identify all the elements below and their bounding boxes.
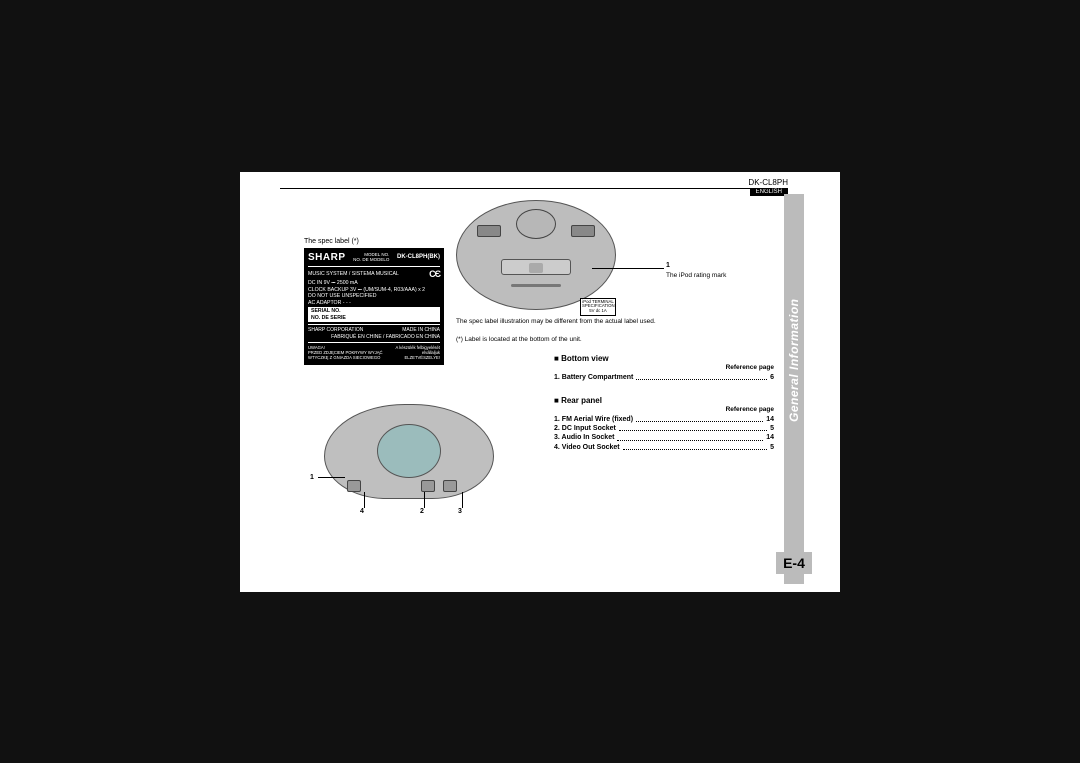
warning-hu: A készülék felbigyelését elvállaljuk ELZ… [396, 345, 440, 361]
section-bottom-view: Bottom view Reference page 1. Battery Co… [554, 354, 774, 382]
reference-list: 1. Battery Compartment 6 [554, 373, 774, 382]
spec-label-caption: The spec label (*) [304, 238, 359, 245]
speaker-shape [516, 209, 556, 239]
made-in-multi: FABRIQUÉ EN CHINE / FABRICADO EN CHINA [308, 334, 440, 340]
device-rear-illustration [324, 404, 494, 499]
item-num: 3. [554, 434, 560, 441]
callout-text: The iPod rating mark [666, 272, 726, 279]
serial-no-box: SERIAL NO. NO. DE SERIE [308, 307, 440, 322]
dot-leader [636, 415, 763, 422]
serial-label: NO. DE SERIE [311, 315, 437, 322]
page-number-box: E-4 [776, 552, 812, 574]
port-shape [443, 480, 457, 492]
section-heading: Rear panel [554, 396, 774, 405]
warning-pl: UWAGA! PRZED ZDJĘCIEM POKRYWY WYJĄĆ WTYC… [308, 345, 383, 361]
item-num: 1. [554, 416, 560, 423]
section-title: General Information [787, 402, 801, 422]
dot-leader [617, 433, 763, 440]
spec-model-no: DK-CL8PH(BK) [397, 254, 440, 262]
item-name: Video Out Socket [562, 444, 620, 451]
leader-line [462, 492, 463, 508]
section-rear-panel: Rear panel Reference page 1. FM Aerial W… [554, 396, 774, 453]
callout-number: 3 [458, 508, 462, 515]
item-num: 4. [554, 444, 560, 451]
page-number: E-4 [783, 555, 805, 571]
note-text: (*) Label is located at the bottom of th… [456, 336, 666, 343]
device-bottom-illustration [456, 200, 616, 310]
note-text: The spec label illustration may be diffe… [456, 318, 666, 325]
item-name: DC Input Socket [562, 425, 616, 432]
item-page: 14 [766, 415, 774, 424]
battery-compartment-shape [501, 259, 571, 275]
callout-number: 1 [310, 474, 314, 481]
leader-line [424, 492, 425, 508]
section-heading: Bottom view [554, 354, 774, 363]
item-num: 2. [554, 425, 560, 432]
item-name: FM Aerial Wire (fixed) [562, 416, 633, 423]
reference-page-label: Reference page [554, 406, 774, 413]
dot-leader [623, 443, 767, 450]
leader-line [592, 268, 664, 269]
ipod-rating-label: iPod TERMINAL SPECIFICATION 5V dc 1A [580, 298, 616, 316]
rule [280, 188, 770, 189]
item-page: 5 [770, 424, 774, 433]
language-badge: ENGLISH [750, 188, 788, 196]
slot-shape [511, 284, 561, 287]
spec-line: AC ADAPTOR - - - [308, 300, 440, 307]
list-item: 3. Audio In Socket 14 [554, 433, 774, 442]
lens-shape [377, 424, 441, 478]
section-tab: General Information [784, 194, 804, 584]
callout-number: 2 [420, 508, 424, 515]
reference-list: 1. FM Aerial Wire (fixed) 14 2. DC Input … [554, 415, 774, 453]
item-page: 5 [770, 443, 774, 452]
ipod-label-line: 5V dc 1A [582, 309, 614, 314]
corp-name: SHARP CORPORATION [308, 327, 363, 333]
item-num: 1. [554, 374, 560, 381]
list-item: 1. FM Aerial Wire (fixed) 14 [554, 415, 774, 424]
callout-number: 4 [360, 508, 364, 515]
list-item: 1. Battery Compartment 6 [554, 373, 774, 382]
made-in: MADE IN CHINA [402, 327, 440, 333]
foot-shape [571, 225, 595, 237]
leader-line [318, 477, 345, 478]
brand-logo: SHARP [308, 252, 346, 265]
foot-shape [477, 225, 501, 237]
port-shape [347, 480, 361, 492]
ce-mark-icon: CЄ [429, 269, 440, 280]
item-page: 14 [766, 433, 774, 442]
model-number: DK-CL8PH [748, 178, 788, 187]
list-item: 2. DC Input Socket 5 [554, 424, 774, 433]
dot-leader [619, 424, 767, 431]
dot-leader [636, 373, 767, 380]
leader-line [364, 492, 365, 508]
manual-page: DK-CL8PH ENGLISH General Information E-4… [240, 172, 840, 592]
callout-number: 1 [666, 262, 670, 269]
model-no-label: MODEL NO. NO. DE MODELO [353, 253, 389, 262]
item-name: Audio In Socket [562, 434, 615, 441]
item-name: Battery Compartment [562, 374, 634, 381]
spec-line: MUSIC SYSTEM / SISTEMA MUSICAL [308, 271, 399, 278]
reference-page-label: Reference page [554, 364, 774, 371]
port-shape [421, 480, 435, 492]
item-page: 6 [770, 373, 774, 382]
list-item: 4. Video Out Socket 5 [554, 443, 774, 452]
spec-label: SHARP MODEL NO. NO. DE MODELO DK-CL8PH(B… [304, 248, 444, 365]
